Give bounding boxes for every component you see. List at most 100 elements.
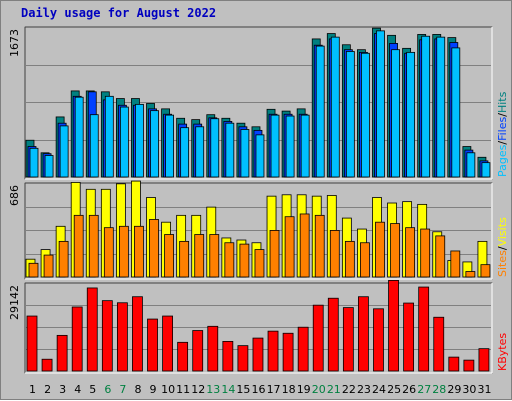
bar-kbytes — [162, 315, 173, 372]
bar-kbytes — [358, 296, 369, 372]
day-label: 24 — [372, 383, 386, 396]
bar-sites — [375, 221, 385, 278]
bar-sites — [58, 240, 69, 278]
legend-item-files: Files — [496, 116, 509, 140]
day-label: 13 — [206, 383, 220, 396]
bar-kbytes — [403, 302, 415, 372]
bar-hits — [406, 51, 416, 178]
bar-kbytes — [222, 341, 234, 372]
bar-sites — [118, 225, 129, 278]
legend-item-pages: Pages — [496, 144, 509, 177]
bar-kbytes — [388, 280, 399, 372]
bar-sites — [103, 227, 114, 278]
bar-kbytes — [342, 307, 354, 372]
day-label: 3 — [59, 383, 66, 396]
bar-kbytes — [418, 286, 430, 372]
bar-sites — [179, 240, 190, 278]
day-label: 23 — [357, 383, 371, 396]
bar-sites — [73, 214, 84, 278]
day-label: 20 — [312, 383, 326, 396]
bar-hits — [436, 36, 446, 178]
bar-kbytes — [282, 332, 294, 372]
day-label: 12 — [191, 383, 205, 396]
day-label: 5 — [89, 383, 96, 396]
bar-kbytes — [433, 316, 445, 372]
day-label: 21 — [327, 383, 341, 396]
bar-hits — [165, 114, 174, 178]
day-label: 16 — [252, 383, 266, 396]
day-label: 15 — [236, 383, 250, 396]
bar-sites — [239, 243, 250, 278]
bar-kbytes — [312, 304, 324, 372]
day-label: 25 — [387, 383, 401, 396]
day-label: 8 — [134, 383, 141, 396]
chart-title: Daily usage for August 2022 — [21, 6, 216, 20]
bar-sites — [450, 250, 461, 278]
day-label: 31 — [477, 383, 491, 396]
day-label: 11 — [176, 383, 190, 396]
bar-kbytes — [132, 296, 143, 372]
ymax-label-traffic: 29142 — [8, 285, 21, 320]
bar-sites — [269, 230, 280, 278]
bar-sites — [465, 271, 476, 278]
bar-sites — [134, 225, 144, 278]
bar-kbytes — [147, 318, 158, 372]
bar-hits — [44, 155, 54, 178]
day-label: 1 — [29, 383, 36, 396]
bar-kbytes — [192, 330, 204, 372]
bar-sites — [405, 227, 416, 278]
bar-hits — [255, 134, 265, 178]
day-label: 22 — [342, 383, 356, 396]
bar-kbytes — [478, 348, 490, 372]
day-label: 9 — [150, 383, 157, 396]
day-label: 2 — [44, 383, 51, 396]
day-label: 26 — [402, 383, 416, 396]
day-label: 4 — [74, 383, 81, 396]
day-label: 28 — [432, 383, 446, 396]
bar-hits — [89, 114, 99, 178]
bar-hits — [361, 52, 370, 178]
day-label: 6 — [104, 383, 111, 396]
bar-sites — [164, 234, 174, 278]
bar-kbytes — [373, 308, 384, 372]
legend-separator: / — [496, 141, 509, 145]
bar-hits — [270, 114, 280, 178]
bar-sites — [224, 242, 235, 278]
day-label: 17 — [267, 383, 281, 396]
legend-item-sites: Sites — [496, 250, 509, 277]
bar-hits — [330, 36, 340, 178]
bar-hits — [74, 96, 84, 178]
ymax-label-requests: 1673 — [8, 29, 21, 57]
bar-kbytes — [116, 302, 128, 372]
bar-hits — [59, 125, 69, 178]
bar-kbytes — [26, 315, 38, 372]
legend-item-visits: Visits — [496, 217, 509, 246]
day-label: 10 — [161, 383, 175, 396]
bar-sites — [480, 264, 491, 278]
bar-kbytes — [267, 330, 279, 372]
bar-kbytes — [86, 287, 98, 372]
bar-hits — [391, 49, 400, 178]
bar-kbytes — [207, 325, 219, 372]
bar-sites — [194, 234, 205, 278]
day-label: 27 — [417, 383, 431, 396]
day-label: 7 — [119, 383, 126, 396]
bar-hits — [285, 115, 295, 178]
bar-kbytes — [448, 356, 460, 372]
bar-kbytes — [41, 358, 53, 372]
day-label: 19 — [297, 383, 311, 396]
bar-hits — [315, 45, 325, 178]
bar-hits — [180, 127, 190, 178]
ymax-label-visitors: 686 — [8, 185, 21, 206]
bar-sites — [344, 240, 355, 278]
bar-kbytes — [177, 341, 189, 372]
bar-kbytes — [237, 345, 249, 372]
bar-sites — [420, 228, 431, 278]
bar-sites — [390, 223, 400, 278]
bar-kbytes — [71, 306, 83, 372]
legend-visitors: Sites/Visits — [496, 217, 509, 277]
bar-sites — [329, 230, 340, 278]
legend-separator: / — [496, 246, 509, 250]
